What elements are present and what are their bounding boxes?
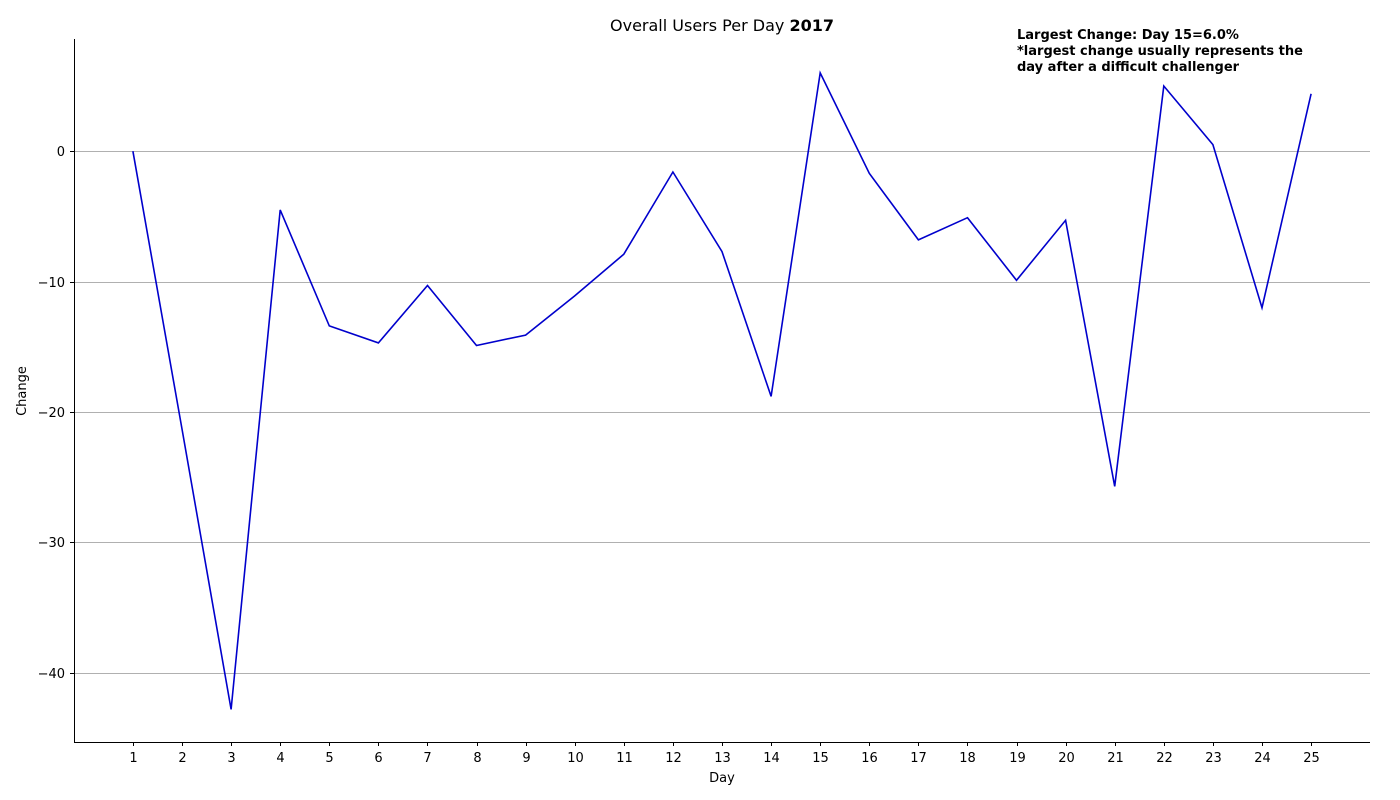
x-tick-label: 17 (910, 751, 927, 766)
x-tick-label: 22 (1156, 751, 1173, 766)
chart-title-main: Overall Users Per Day (610, 16, 784, 35)
x-tick-label: 10 (567, 751, 584, 766)
x-tick-label: 5 (325, 751, 333, 766)
x-tick-label: 20 (1058, 751, 1075, 766)
y-tick-label: −10 (38, 276, 65, 291)
y-tick-label: −40 (38, 667, 65, 682)
x-tick-label: 18 (959, 751, 976, 766)
y-tick-label: 0 (57, 145, 65, 160)
x-tick-label: 9 (522, 751, 530, 766)
x-tick-label: 14 (763, 751, 780, 766)
x-axis-label: Day (709, 771, 735, 786)
x-tick-label: 3 (227, 751, 235, 766)
annotation-line-2: *largest change usually represents the (1017, 44, 1303, 59)
chart-title-year: 2017 (789, 16, 834, 35)
x-tick-label: 7 (423, 751, 431, 766)
annotation-line-1: Largest Change: Day 15=6.0% (1017, 28, 1239, 43)
x-tick-label: 6 (374, 751, 382, 766)
x-tick-label: 1 (129, 751, 137, 766)
grid-lines (74, 151, 1370, 674)
x-tick-label: 2 (178, 751, 186, 766)
x-tick-label: 8 (473, 751, 481, 766)
x-tick-label: 24 (1254, 751, 1271, 766)
x-tick-label: 12 (665, 751, 682, 766)
x-tick-label: 13 (714, 751, 731, 766)
series (132, 70, 1312, 710)
annotation-block: Largest Change: Day 15=6.0% *largest cha… (1017, 28, 1303, 75)
chart-title: Overall Users Per Day 2017 (610, 16, 834, 35)
x-tick-label: 4 (276, 751, 284, 766)
y-axis-label: Change (15, 366, 30, 416)
x-tick-label: 21 (1107, 751, 1124, 766)
y-tick-label: −30 (38, 536, 65, 551)
y-ticks: 0 −10 −20 −30 −40 (38, 145, 74, 682)
x-tick-label: 11 (616, 751, 633, 766)
x-tick-label: 15 (812, 751, 829, 766)
axes (74, 39, 1370, 743)
y-tick-label: −20 (38, 406, 65, 421)
x-tick-label: 25 (1303, 751, 1320, 766)
x-tick-label: 19 (1009, 751, 1026, 766)
x-tick-label: 16 (861, 751, 878, 766)
series-line (132, 70, 1312, 710)
x-ticks: 1 2 3 4 5 6 7 8 9 10 11 12 13 14 15 16 17 18 19 20 21 22 23 24 2… (129, 742, 1320, 766)
x-tick-label: 23 (1205, 751, 1222, 766)
annotation-line-3: day after a difficult challenger (1017, 60, 1240, 75)
